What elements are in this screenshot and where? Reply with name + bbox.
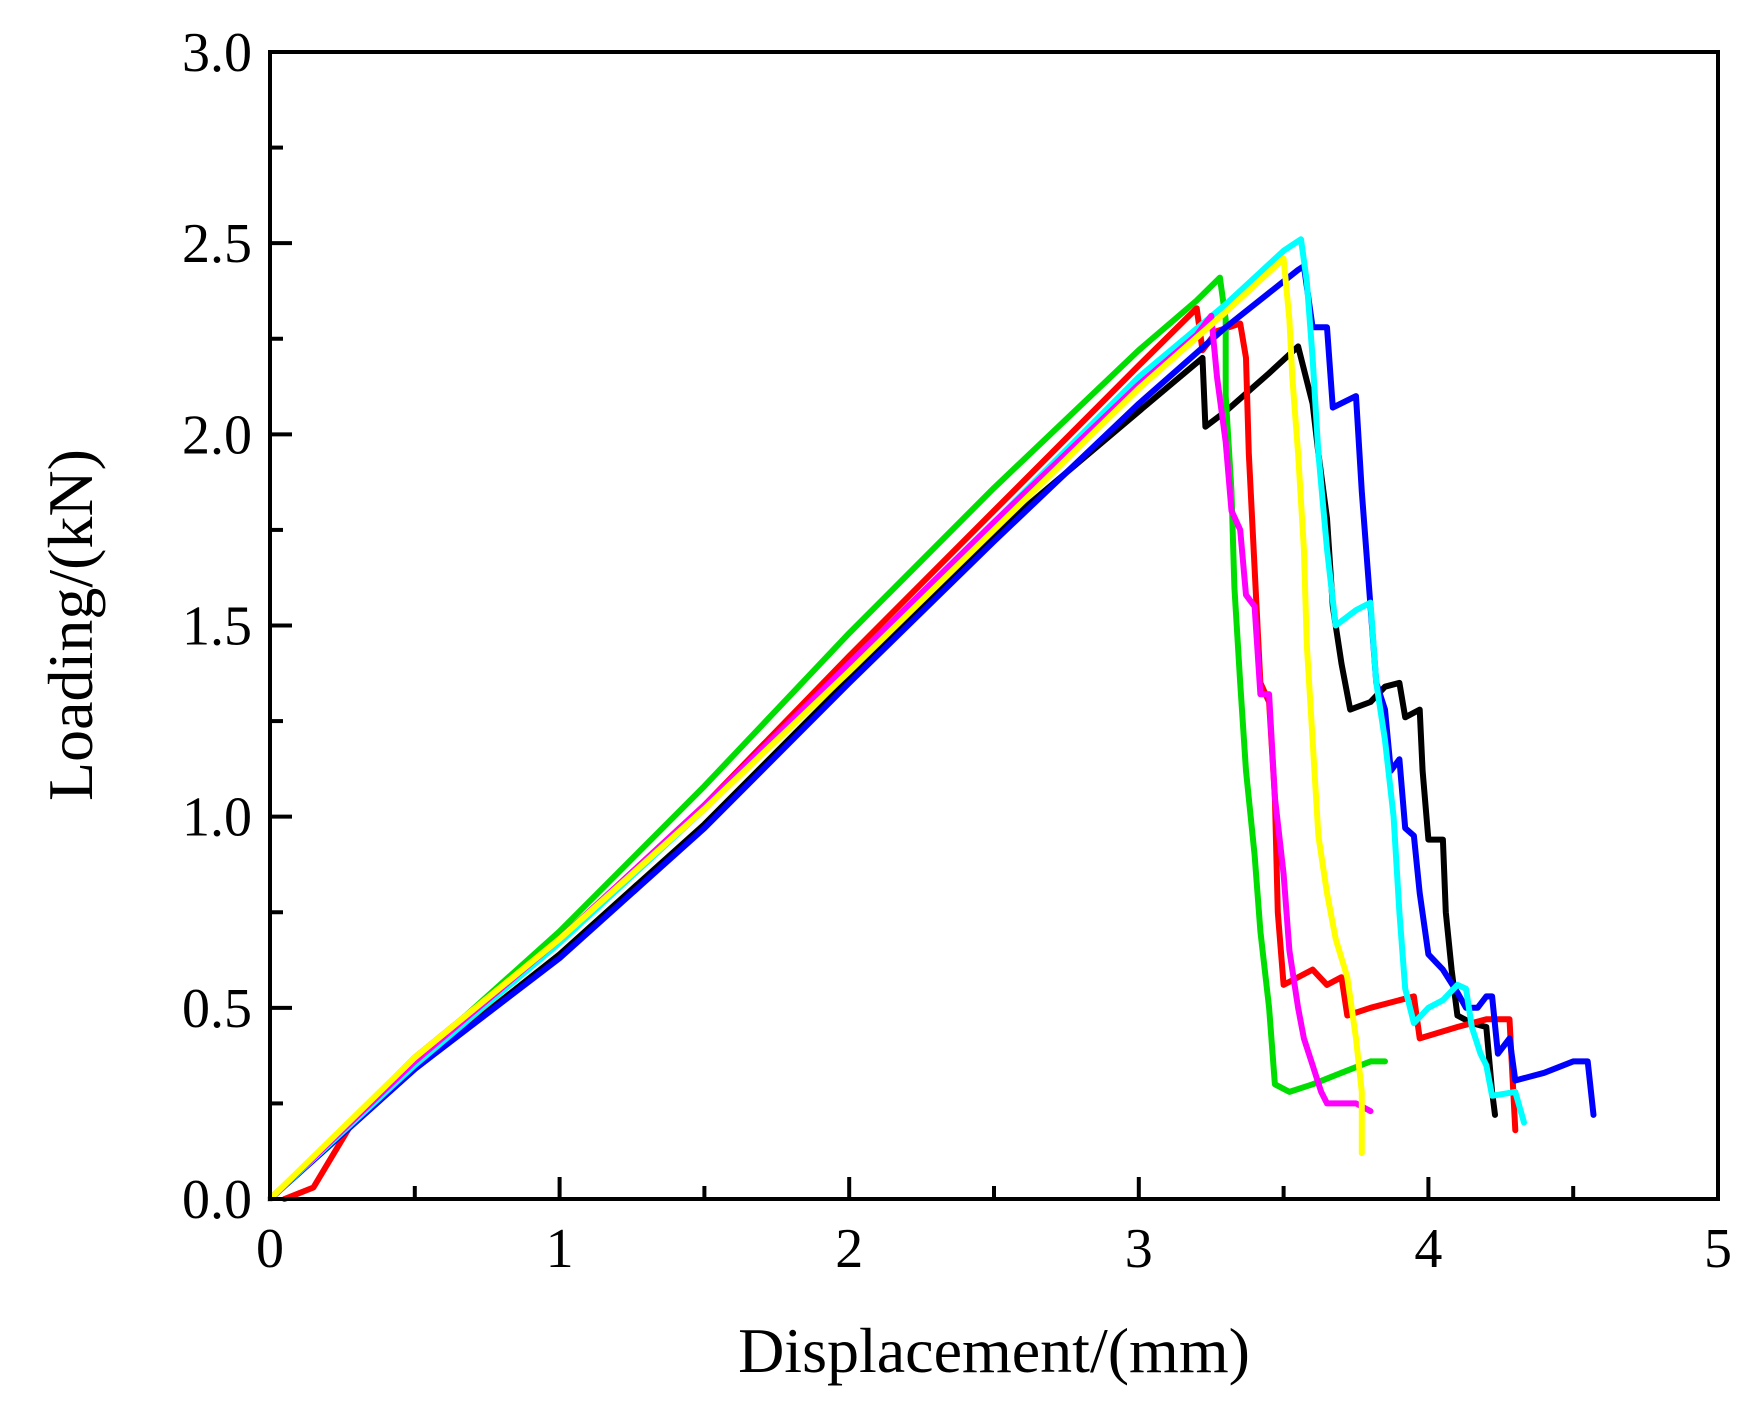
y-tick-label: 3.0	[182, 22, 252, 84]
x-tick-label: 1	[546, 1218, 574, 1280]
x-tick-label: 2	[835, 1218, 863, 1280]
series-line-magenta	[267, 312, 1374, 1202]
series-line-green	[267, 274, 1388, 1202]
series-lines	[267, 236, 1597, 1202]
y-tick-label: 0.5	[182, 978, 252, 1040]
series-line-yellow	[267, 255, 1365, 1202]
plot-frame	[268, 50, 1720, 1201]
x-tick-label: 5	[1704, 1218, 1732, 1280]
y-tick-label: 2.0	[182, 404, 252, 466]
x-tick-label: 0	[256, 1218, 284, 1280]
series-line-blue	[267, 263, 1597, 1202]
y-tick-label: 0.0	[182, 1169, 252, 1231]
x-axis-title: Displacement/(mm)	[738, 1315, 1250, 1386]
x-tick-label: 4	[1414, 1218, 1442, 1280]
x-ticks: 0 1 2 3 4 5	[256, 1177, 1732, 1280]
y-axis-title: Loading/(kN)	[35, 449, 106, 801]
y-tick-label: 1.0	[182, 787, 252, 849]
series-line-black	[267, 343, 1498, 1202]
y-ticks: 0.0 0.5 1.0 1.5 2.0 2.5 3.0	[182, 22, 292, 1231]
series-line-cyan	[267, 236, 1527, 1202]
x-tick-label: 3	[1125, 1218, 1153, 1280]
series-line-red	[281, 305, 1519, 1202]
y-tick-label: 2.5	[182, 213, 252, 275]
y-tick-label: 1.5	[182, 596, 252, 658]
